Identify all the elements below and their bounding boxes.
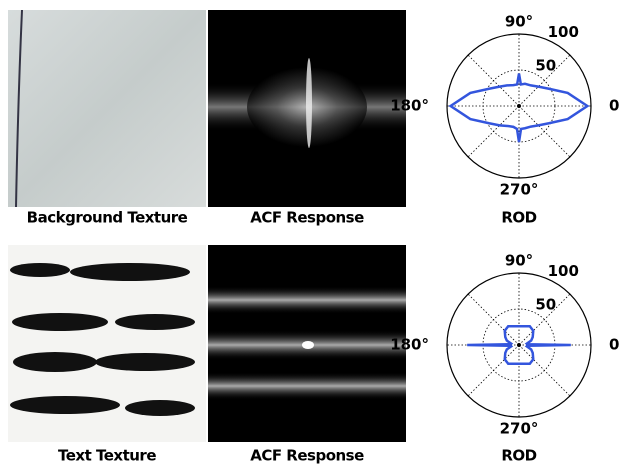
- caption: ROD: [501, 447, 536, 465]
- caption: ACF Response: [250, 447, 364, 465]
- r-tick-label: 100: [548, 23, 579, 41]
- theta-tick-label: 0°: [609, 97, 620, 115]
- theta-tick-label: 90°: [505, 13, 533, 31]
- caption: ACF Response: [250, 209, 364, 227]
- r-tick-label: 50: [535, 296, 556, 314]
- acf-spike: [306, 58, 312, 148]
- center-dot: [517, 343, 521, 347]
- theta-tick-label: 0°: [609, 336, 620, 354]
- figure: Background Texture ACF Response ROD Text…: [0, 0, 620, 465]
- center-dot: [517, 104, 521, 108]
- r-tick-label: 50: [535, 57, 556, 75]
- caption: Text Texture: [58, 447, 156, 465]
- theta-tick-label: 90°: [505, 252, 533, 270]
- caption: ROD: [501, 209, 536, 227]
- background-texture-image: [8, 10, 206, 207]
- acf-band: [208, 286, 406, 314]
- theta-tick-label: 180°: [390, 336, 429, 354]
- acf-peak: [302, 341, 314, 349]
- theta-tick-label: 270°: [500, 420, 539, 438]
- acf-band: [208, 372, 406, 400]
- caption: Background Texture: [27, 209, 188, 227]
- theta-tick-label: 180°: [390, 97, 429, 115]
- theta-tick-label: 270°: [500, 181, 539, 199]
- r-tick-label: 100: [548, 262, 579, 280]
